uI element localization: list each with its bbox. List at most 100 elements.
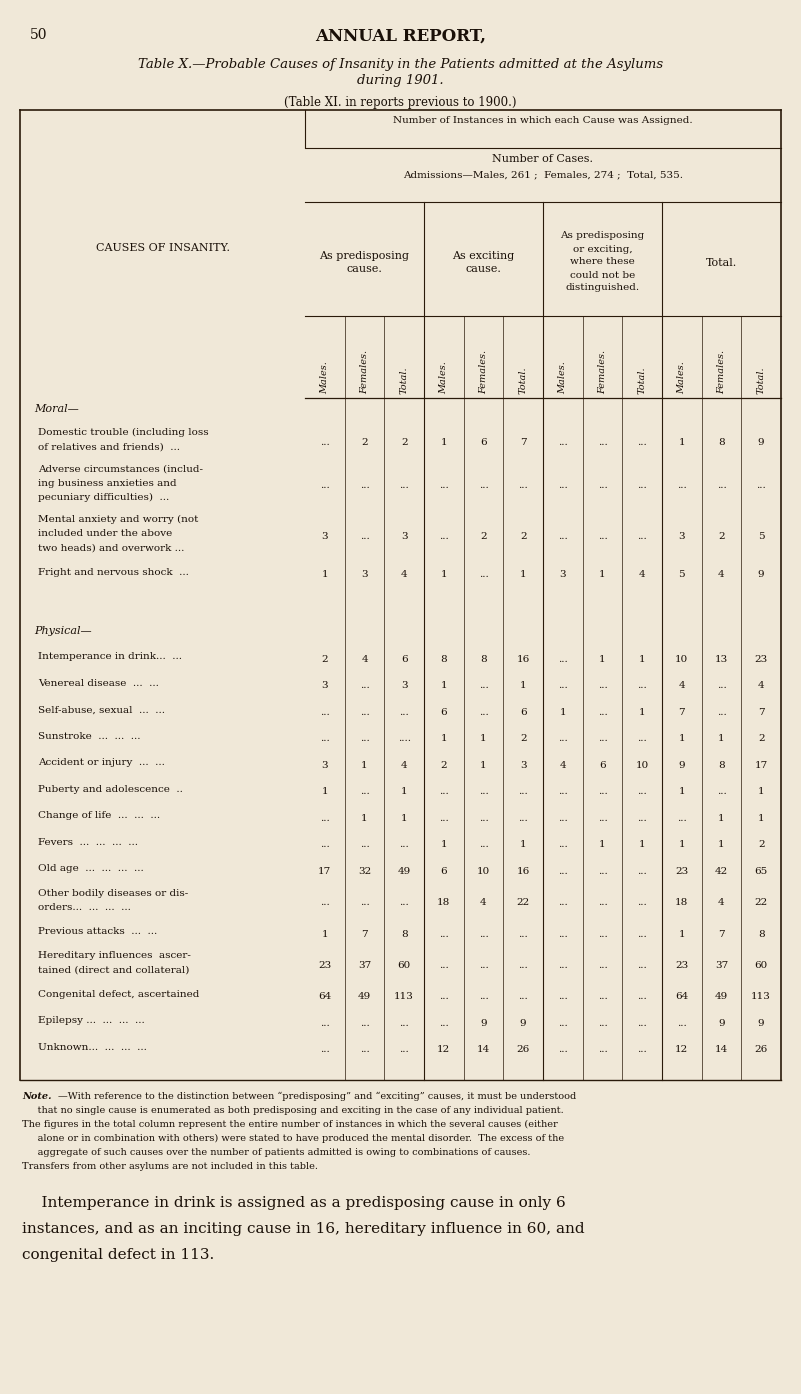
Text: 9: 9 bbox=[480, 1019, 487, 1027]
Text: ing business anxieties and: ing business anxieties and bbox=[38, 478, 177, 488]
Text: 1: 1 bbox=[321, 570, 328, 580]
Text: ...: ... bbox=[479, 788, 489, 796]
Text: 1: 1 bbox=[480, 761, 487, 769]
Text: ...: ... bbox=[598, 960, 607, 970]
Text: ...: ... bbox=[360, 1019, 369, 1027]
Text: Accident or injury  ...  ...: Accident or injury ... ... bbox=[38, 758, 165, 767]
Text: ...: ... bbox=[558, 814, 568, 822]
Text: ...: ... bbox=[320, 898, 330, 907]
Text: 1: 1 bbox=[718, 735, 725, 743]
Text: 3: 3 bbox=[361, 570, 368, 580]
Text: Females.: Females. bbox=[360, 350, 369, 395]
Text: As exciting: As exciting bbox=[453, 251, 514, 261]
Text: ...: ... bbox=[558, 531, 568, 541]
Text: Total.: Total. bbox=[757, 367, 766, 395]
Text: pecuniary difficulties)  ...: pecuniary difficulties) ... bbox=[38, 492, 169, 502]
Text: ...: ... bbox=[399, 1019, 409, 1027]
Text: 1: 1 bbox=[441, 438, 447, 446]
Text: 1: 1 bbox=[480, 735, 487, 743]
Text: 16: 16 bbox=[517, 867, 529, 875]
Text: 9: 9 bbox=[678, 761, 685, 769]
Text: Unknown...  ...  ...  ...: Unknown... ... ... ... bbox=[38, 1043, 147, 1052]
Text: 1: 1 bbox=[441, 735, 447, 743]
Text: 9: 9 bbox=[718, 1019, 725, 1027]
Text: 10: 10 bbox=[675, 655, 688, 664]
Text: ...: ... bbox=[360, 708, 369, 717]
Text: ...: ... bbox=[638, 531, 647, 541]
Text: 32: 32 bbox=[358, 867, 371, 875]
Text: ...: ... bbox=[558, 867, 568, 875]
Text: ...: ... bbox=[598, 481, 607, 491]
Text: 1: 1 bbox=[639, 708, 646, 717]
Text: Males.: Males. bbox=[558, 361, 567, 395]
Text: ...: ... bbox=[717, 682, 727, 690]
Text: ...: ... bbox=[638, 930, 647, 938]
Text: 4: 4 bbox=[400, 570, 408, 580]
Text: 2: 2 bbox=[400, 438, 408, 446]
Text: 3: 3 bbox=[321, 761, 328, 769]
Text: ...: ... bbox=[558, 993, 568, 1001]
Text: Venereal disease  ...  ...: Venereal disease ... ... bbox=[38, 679, 159, 687]
Text: Males.: Males. bbox=[439, 361, 449, 395]
Text: 23: 23 bbox=[675, 867, 688, 875]
Text: 8: 8 bbox=[718, 761, 725, 769]
Text: tained (direct and collateral): tained (direct and collateral) bbox=[38, 966, 189, 974]
Text: two heads) and overwork ...: two heads) and overwork ... bbox=[38, 544, 184, 552]
Text: 12: 12 bbox=[437, 1046, 450, 1054]
Text: ...: ... bbox=[598, 1019, 607, 1027]
Text: ...: ... bbox=[479, 708, 489, 717]
Text: 1: 1 bbox=[678, 788, 685, 796]
Text: ...: ... bbox=[638, 867, 647, 875]
Text: ...: ... bbox=[439, 531, 449, 541]
Text: Fright and nervous shock  ...: Fright and nervous shock ... bbox=[38, 567, 189, 577]
Text: 6: 6 bbox=[441, 708, 447, 717]
Text: ...: ... bbox=[360, 735, 369, 743]
Text: Self-abuse, sexual  ...  ...: Self-abuse, sexual ... ... bbox=[38, 705, 165, 714]
Text: cause.: cause. bbox=[465, 263, 501, 275]
Text: 9: 9 bbox=[758, 570, 764, 580]
Text: ...: ... bbox=[558, 735, 568, 743]
Text: Congenital defect, ascertained: Congenital defect, ascertained bbox=[38, 990, 199, 999]
Text: 49: 49 bbox=[714, 993, 728, 1001]
Text: Table X.—Probable Causes of Insanity in the Patients admitted at the Asylums: Table X.—Probable Causes of Insanity in … bbox=[138, 59, 663, 71]
Text: ...: ... bbox=[558, 481, 568, 491]
Text: 9: 9 bbox=[758, 1019, 764, 1027]
Text: ...: ... bbox=[439, 1019, 449, 1027]
Text: ...: ... bbox=[399, 708, 409, 717]
Text: 1: 1 bbox=[678, 930, 685, 938]
Text: ...: ... bbox=[638, 438, 647, 446]
Text: included under the above: included under the above bbox=[38, 530, 172, 538]
Text: 3: 3 bbox=[678, 531, 685, 541]
Text: ...: ... bbox=[598, 814, 607, 822]
Text: ...: ... bbox=[439, 993, 449, 1001]
Text: ...: ... bbox=[598, 788, 607, 796]
Text: ...: ... bbox=[399, 481, 409, 491]
Text: ...: ... bbox=[479, 682, 489, 690]
Text: Puberty and adolescence  ..: Puberty and adolescence .. bbox=[38, 785, 183, 793]
Text: Physical—: Physical— bbox=[34, 626, 91, 636]
Text: 113: 113 bbox=[394, 993, 414, 1001]
Text: ...: ... bbox=[479, 960, 489, 970]
Text: 2: 2 bbox=[480, 531, 487, 541]
Text: ...: ... bbox=[638, 898, 647, 907]
Text: 1: 1 bbox=[718, 814, 725, 822]
Text: Mental anxiety and worry (not: Mental anxiety and worry (not bbox=[38, 516, 199, 524]
Text: ...: ... bbox=[360, 788, 369, 796]
Text: 4: 4 bbox=[758, 682, 764, 690]
Text: 49: 49 bbox=[358, 993, 371, 1001]
Text: The figures in the total column represent the entire number of instances in whic: The figures in the total column represen… bbox=[22, 1119, 557, 1129]
Text: 1: 1 bbox=[599, 655, 606, 664]
Text: Admissions—Males, 261 ;  Females, 274 ;  Total, 535.: Admissions—Males, 261 ; Females, 274 ; T… bbox=[403, 170, 683, 178]
Text: congenital defect in 113.: congenital defect in 113. bbox=[22, 1248, 214, 1262]
Text: 4: 4 bbox=[560, 761, 566, 769]
Text: Males.: Males. bbox=[320, 361, 329, 395]
Text: As predisposing: As predisposing bbox=[320, 251, 409, 261]
Text: ...: ... bbox=[518, 930, 528, 938]
Text: 37: 37 bbox=[358, 960, 371, 970]
Text: ...: ... bbox=[638, 682, 647, 690]
Text: ...: ... bbox=[677, 1019, 686, 1027]
Text: orders...  ...  ...  ...: orders... ... ... ... bbox=[38, 903, 131, 912]
Text: 2: 2 bbox=[321, 655, 328, 664]
Text: 1: 1 bbox=[639, 655, 646, 664]
Text: 4: 4 bbox=[400, 761, 408, 769]
